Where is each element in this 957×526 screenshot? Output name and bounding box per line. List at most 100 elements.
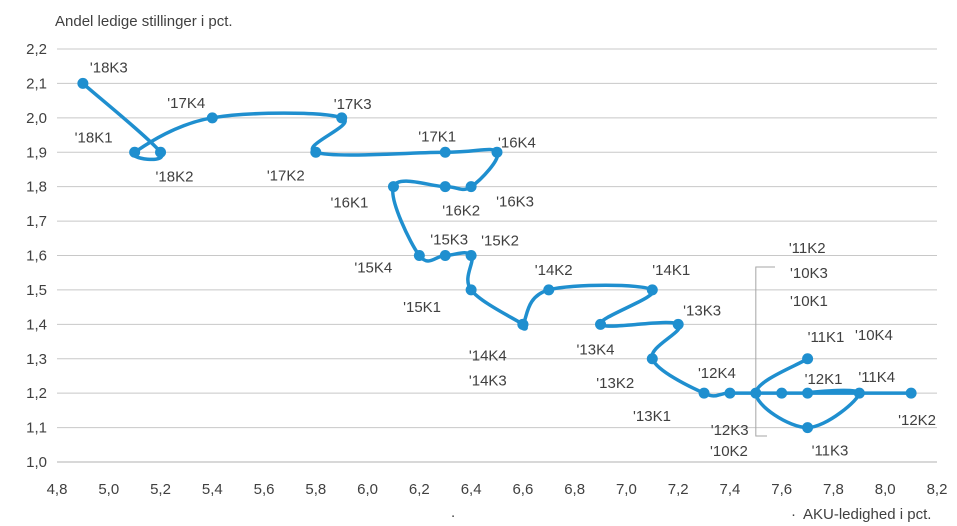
data-point: [465, 250, 477, 261]
y-tick-label: 1,1: [26, 420, 47, 437]
x-tick-label: 5,8: [305, 481, 326, 498]
data-label: '12K4: [698, 365, 736, 382]
y-tick-label: 1,4: [26, 316, 47, 333]
leader-line: [755, 266, 775, 394]
data-point: [646, 353, 658, 365]
data-label: '12K3: [711, 422, 749, 439]
data-point: [439, 146, 451, 158]
data-label: '17K4: [167, 95, 205, 112]
data-point: [465, 284, 477, 296]
callout-label: '10K4: [855, 327, 893, 344]
data-point: [387, 181, 399, 193]
data-label: '11K3: [812, 443, 849, 460]
x-axis-title: AKU-ledighed i pct.: [803, 506, 931, 523]
data-point: [776, 387, 788, 399]
y-axis-title: Andel ledige stillinger i pct.: [55, 13, 233, 30]
data-point: [439, 181, 451, 193]
footer-dot-left: .: [451, 504, 455, 521]
data-point: [129, 146, 141, 158]
y-tick-label: 1,9: [26, 144, 47, 161]
x-tick-label: 7,6: [771, 481, 792, 498]
data-label: '13K4: [577, 341, 615, 358]
data-label: '12K2: [898, 412, 936, 429]
data-label: '11K1: [808, 329, 845, 346]
data-point: [853, 387, 865, 399]
data-label: '15K1: [403, 299, 441, 316]
data-points: [77, 77, 917, 434]
data-point: [905, 387, 917, 399]
data-point: [155, 146, 167, 158]
data-label: '18K1: [75, 129, 113, 146]
x-tick-label: 8,2: [927, 481, 948, 498]
data-label: '18K3: [90, 59, 128, 76]
x-tick-label: 5,0: [98, 481, 119, 498]
x-tick-label: 7,2: [668, 481, 689, 498]
data-point: [802, 422, 814, 434]
y-tick-label: 2,1: [26, 75, 47, 92]
footer-dot-right: ·: [791, 506, 796, 523]
data-label: '16K2: [442, 203, 480, 220]
data-label: '15K2: [481, 233, 519, 250]
data-labels: '11K1 '11K2 '11K3 '11K4 '12K1 '12K2 '12K3 '12K4…: [75, 59, 936, 459]
data-label: '14K2: [535, 262, 573, 279]
x-tick-label: 7,8: [823, 481, 844, 498]
data-label: '11K2: [789, 240, 826, 257]
data-point: [517, 318, 529, 330]
data-point: [698, 387, 710, 399]
data-label: '11K4: [858, 369, 895, 386]
data-label: '13K1: [633, 408, 671, 425]
leader-line: [755, 393, 767, 437]
x-tick-label: 8,0: [875, 481, 896, 498]
y-tick-label: 1,8: [26, 179, 47, 196]
data-point: [802, 387, 814, 399]
data-label: '15K4: [354, 260, 392, 277]
data-label: '16K4: [498, 134, 536, 151]
y-tick-label: 1,2: [26, 385, 47, 402]
data-point: [802, 353, 814, 365]
x-tick-label: 6,0: [357, 481, 378, 498]
data-point: [439, 250, 451, 261]
data-label: '16K3: [496, 194, 534, 211]
y-tick-label: 2,0: [26, 110, 47, 127]
data-point: [310, 146, 322, 158]
callout-label: '10K1: [790, 293, 828, 310]
data-label: '12K1: [805, 371, 843, 388]
data-label: '16K1: [330, 195, 368, 212]
x-tick-label: 6,6: [512, 481, 533, 498]
data-label: '18K2: [156, 168, 194, 185]
data-point: [413, 250, 425, 261]
x-tick-label: 5,6: [254, 481, 275, 498]
x-tick-label: 4,8: [47, 481, 68, 498]
callout-label: '10K3: [790, 265, 828, 282]
data-label: '13K2: [596, 375, 634, 392]
data-label: '14K3: [469, 372, 507, 389]
data-point: [595, 318, 607, 330]
callout-labels: '10K1 '10K2 '10K3 '10K4: [710, 265, 893, 460]
data-point: [750, 387, 762, 399]
data-point: [543, 284, 555, 296]
y-tick-label: 1,6: [26, 248, 47, 265]
data-point: [724, 387, 736, 399]
data-label: '15K3: [430, 232, 468, 249]
data-point: [206, 112, 218, 124]
callout-label: '10K2: [710, 443, 748, 460]
y-tick-label: 1,5: [26, 282, 47, 299]
x-tick-label: 6,4: [461, 481, 482, 498]
data-point: [491, 146, 503, 158]
x-tick-label: 7,0: [616, 481, 637, 498]
data-label: '17K3: [334, 96, 372, 113]
x-axis-ticks: 4,8 5,0 5,2 5,4 5,6 5,8 6,0 6,2 6,4 6,6 6,8 7,0 7,2 7…: [47, 481, 948, 498]
data-point: [336, 112, 348, 124]
data-label: '14K4: [469, 347, 507, 364]
callout-leader-lines: [755, 266, 775, 437]
data-label: '17K1: [418, 128, 456, 145]
y-axis-ticks: 1,0 1,1 1,2 1,3 1,4 1,5 1,6 1,7 1,8 1,9 2,0 2,1 2,2: [26, 41, 47, 471]
y-tick-label: 2,2: [26, 41, 47, 58]
x-tick-label: 5,2: [150, 481, 171, 498]
x-tick-label: 5,4: [202, 481, 223, 498]
x-tick-label: 6,8: [564, 481, 585, 498]
y-tick-label: 1,3: [26, 351, 47, 368]
data-point: [672, 318, 684, 330]
data-label: '14K1: [652, 262, 690, 279]
